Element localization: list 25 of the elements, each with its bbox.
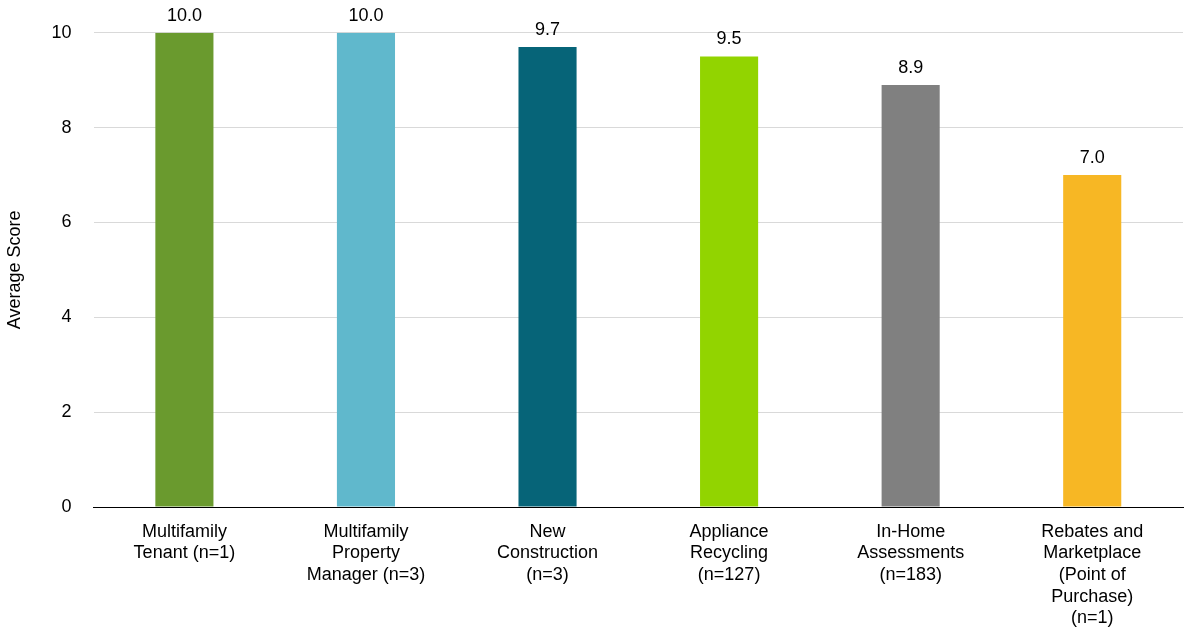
y-tick-label: 8 [61, 116, 72, 137]
data-label: 9.5 [716, 28, 742, 49]
data-label: 10.0 [348, 4, 384, 25]
y-tick-label: 10 [51, 21, 72, 42]
x-tick-label: Rebates and Marketplace (Point of Purchase) (n=1) [1041, 520, 1144, 628]
y-tick-label: 2 [61, 401, 72, 422]
bar [1063, 175, 1122, 507]
y-tick-label: 0 [61, 495, 72, 516]
x-tick-label: Multifamily Tenant (n=1) [133, 520, 236, 563]
x-tick-label: New Construction (n=3) [497, 520, 599, 584]
bar [155, 32, 214, 507]
data-label: 10.0 [166, 4, 202, 25]
x-tick-label: Multifamily Property Manager (n=3) [306, 520, 426, 584]
data-label: 7.0 [1079, 147, 1105, 168]
data-label: 9.7 [535, 18, 561, 39]
data-label: 8.9 [898, 56, 924, 77]
x-tick-label: Appliance Recycling (n=127) [689, 520, 769, 584]
y-axis-title: Average Score [3, 210, 24, 330]
x-tick-label: In-Home Assessments (n=183) [857, 520, 965, 584]
bar [518, 47, 577, 507]
bar [336, 32, 396, 507]
y-tick-label: 6 [61, 211, 72, 232]
y-tick-label: 4 [61, 306, 72, 327]
bar [700, 56, 759, 507]
bar [881, 84, 940, 507]
